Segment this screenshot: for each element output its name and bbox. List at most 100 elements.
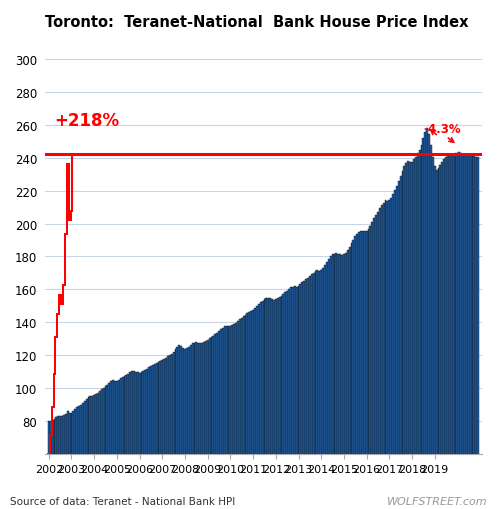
Bar: [222, 328, 224, 509]
Bar: [390, 199, 392, 509]
Bar: [169, 356, 171, 509]
Bar: [124, 377, 125, 509]
Bar: [127, 374, 129, 509]
Bar: [172, 352, 174, 509]
Bar: [406, 164, 407, 509]
Bar: [141, 373, 143, 509]
Bar: [407, 161, 409, 509]
Bar: [148, 367, 150, 509]
Bar: [354, 237, 356, 509]
Bar: [137, 373, 139, 509]
Bar: [163, 359, 165, 509]
Bar: [245, 315, 247, 509]
Bar: [434, 167, 436, 509]
Bar: [63, 415, 65, 509]
Bar: [247, 314, 248, 509]
Bar: [224, 327, 226, 509]
Bar: [273, 300, 275, 509]
Bar: [383, 203, 385, 509]
Bar: [298, 286, 300, 509]
Bar: [335, 253, 337, 509]
Bar: [260, 302, 261, 509]
Bar: [432, 158, 434, 509]
Bar: [277, 299, 279, 509]
Text: WOLFSTREET.com: WOLFSTREET.com: [387, 496, 487, 506]
Bar: [436, 171, 437, 509]
Bar: [174, 349, 176, 509]
Bar: [233, 324, 235, 509]
Bar: [364, 232, 366, 509]
Bar: [104, 386, 106, 509]
Bar: [449, 156, 451, 509]
Bar: [220, 330, 222, 509]
Bar: [52, 420, 54, 509]
Bar: [214, 334, 216, 509]
Bar: [165, 358, 167, 509]
Bar: [71, 413, 73, 509]
Bar: [424, 133, 426, 509]
Bar: [146, 369, 148, 509]
Bar: [333, 254, 335, 509]
Bar: [420, 146, 422, 509]
Bar: [188, 347, 190, 509]
Bar: [356, 235, 358, 509]
Bar: [158, 362, 160, 509]
Bar: [129, 372, 131, 509]
Bar: [91, 397, 93, 509]
Bar: [84, 402, 85, 509]
Bar: [195, 343, 197, 509]
Bar: [326, 262, 328, 509]
Bar: [205, 341, 207, 509]
Bar: [231, 326, 233, 509]
Bar: [212, 336, 214, 509]
Bar: [271, 299, 273, 509]
Bar: [324, 266, 326, 509]
Bar: [296, 287, 298, 509]
Bar: [133, 372, 135, 509]
Bar: [197, 343, 199, 509]
Bar: [112, 380, 114, 509]
Bar: [95, 394, 97, 509]
Bar: [286, 291, 288, 509]
Bar: [455, 154, 456, 509]
Bar: [186, 349, 188, 509]
Bar: [305, 279, 307, 509]
Bar: [258, 305, 260, 509]
Bar: [116, 381, 118, 509]
Bar: [228, 327, 230, 509]
Bar: [330, 257, 331, 509]
Bar: [199, 344, 201, 509]
Bar: [171, 354, 172, 509]
Bar: [369, 226, 371, 509]
Bar: [235, 323, 237, 509]
Bar: [422, 139, 424, 509]
Bar: [322, 268, 324, 509]
Bar: [319, 271, 320, 509]
Bar: [418, 151, 420, 509]
Bar: [345, 253, 347, 509]
Bar: [360, 232, 362, 509]
Bar: [309, 276, 311, 509]
Bar: [311, 275, 313, 509]
Bar: [162, 360, 163, 509]
Bar: [315, 271, 317, 509]
Bar: [437, 169, 439, 509]
Bar: [347, 251, 348, 509]
Bar: [413, 160, 415, 509]
Bar: [93, 395, 95, 509]
Bar: [150, 366, 152, 509]
Bar: [460, 154, 462, 509]
Bar: [263, 300, 265, 509]
Bar: [156, 363, 158, 509]
Bar: [144, 371, 146, 509]
Bar: [474, 157, 475, 509]
Bar: [226, 326, 228, 509]
Bar: [292, 287, 294, 509]
Bar: [443, 160, 445, 509]
Bar: [453, 154, 455, 509]
Text: Toronto:  Teranet-National  Bank House Price Index: Toronto: Teranet-National Bank House Pri…: [45, 15, 469, 30]
Bar: [118, 380, 120, 509]
Bar: [284, 293, 286, 509]
Bar: [428, 134, 430, 509]
Bar: [301, 283, 303, 509]
